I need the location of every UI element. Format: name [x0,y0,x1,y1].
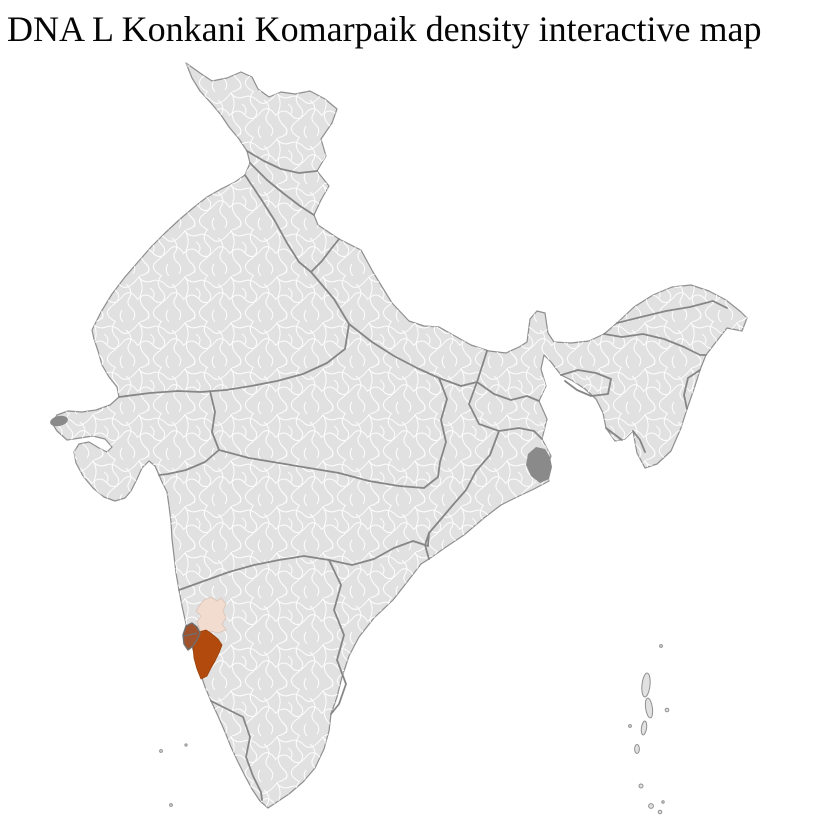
region-goa[interactable] [182,622,201,651]
map-title: DNA L Konkani Komarpaik density interact… [7,9,762,49]
goa-internal-border [183,632,198,637]
andaman-nicobar-islands [628,644,670,815]
rann-of-kutch-patch [50,415,68,427]
state-boundaries [118,150,728,801]
terrain-dark-patches [50,415,552,483]
lakshadweep-islands [159,743,188,807]
region-uttara-kannada-district[interactable] [192,629,223,680]
sundarbans-delta-patch [526,447,552,483]
choropleth-highlights[interactable] [182,596,227,680]
region-belgaum-district[interactable] [195,596,227,635]
islands [159,644,670,815]
